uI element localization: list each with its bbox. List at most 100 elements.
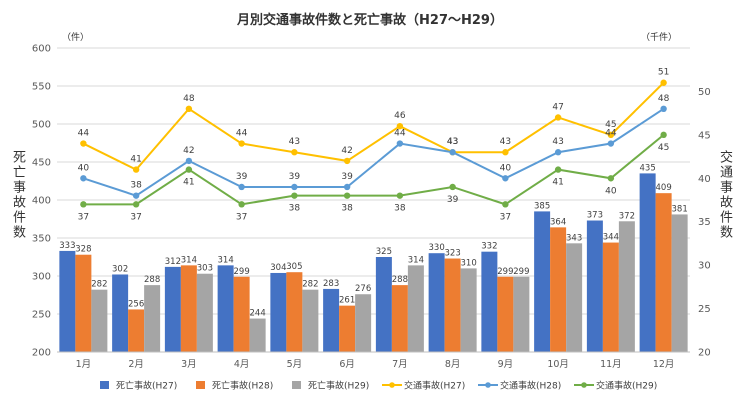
line-data-label: 51	[658, 68, 669, 78]
line-point	[607, 175, 615, 182]
bar	[602, 242, 619, 352]
bar	[233, 276, 250, 352]
line-data-label: 37	[236, 212, 247, 222]
line-point	[291, 192, 298, 199]
legend-layer: 死亡事故(H27) 死亡事故(H28) 死亡事故(H29) 交通事故(H27) 交通事故…	[100, 380, 657, 392]
bar-data-label: 314	[408, 255, 424, 265]
left-tick-label: 350	[32, 234, 51, 245]
lines-layer	[80, 79, 667, 208]
bar-data-label: 283	[323, 279, 339, 289]
bar-data-label: 310	[461, 258, 477, 268]
bar	[671, 214, 688, 352]
x-tick-label: 2月	[128, 359, 144, 370]
left-tick-label: 450	[32, 158, 51, 169]
right-tick-label: 40	[698, 174, 711, 185]
bar-data-label: 328	[75, 245, 91, 255]
right-tick-label: 20	[698, 348, 711, 359]
bar-data-label: 282	[302, 280, 318, 290]
x-tick-label: 10月	[547, 359, 569, 370]
line-data-label: 38	[289, 204, 301, 214]
left-tick-label: 400	[32, 196, 51, 207]
right-axis-title: 交通事故件数	[717, 150, 732, 240]
bar-data-label: 276	[355, 284, 371, 294]
line-data-label: 43	[447, 137, 458, 147]
bar	[112, 274, 129, 352]
x-tick-label: 5月	[287, 359, 303, 370]
line-data-label: 40	[605, 186, 617, 196]
line-data-label: 40	[78, 163, 90, 173]
legend-swatch-point	[581, 382, 587, 388]
line-point	[343, 192, 351, 199]
bar-data-label: 314	[181, 255, 197, 265]
bar	[323, 288, 340, 352]
bar	[91, 289, 108, 352]
right-tick-label: 25	[698, 304, 711, 315]
line-point	[502, 201, 509, 208]
line-data-label: 43	[552, 137, 563, 147]
bar	[144, 285, 161, 352]
bar-data-label: 343	[566, 233, 582, 243]
bar	[375, 257, 392, 352]
legend-label: 交通事故(H27)	[404, 380, 465, 392]
line-point	[396, 192, 404, 199]
line-point	[185, 157, 193, 165]
series-line	[82, 82, 665, 171]
line-data-label: 39	[341, 172, 353, 182]
bar-data-label: 435	[640, 163, 656, 173]
bar-data-label: 372	[619, 211, 635, 221]
line-data-label: 41	[552, 178, 563, 188]
bar	[513, 276, 530, 352]
line-point	[660, 79, 667, 86]
legend-label: 交通事故(H28)	[500, 380, 561, 392]
bar	[497, 276, 514, 352]
line-point	[449, 149, 456, 156]
line-point	[396, 140, 404, 147]
bar-data-label: 364	[550, 217, 566, 227]
line-data-label: 39	[289, 172, 301, 182]
bar-data-label: 299	[497, 267, 513, 277]
line-data-label: 37	[500, 212, 511, 222]
bar	[180, 265, 197, 352]
bar	[586, 220, 603, 352]
series-line	[83, 107, 665, 197]
bar-data-label: 330	[429, 243, 445, 253]
bar-data-label: 333	[59, 241, 75, 251]
bar	[391, 285, 408, 352]
legend-swatch	[100, 381, 109, 389]
x-tick-label: 4月	[234, 359, 250, 370]
line-data-label: 41	[130, 155, 141, 165]
line-point	[343, 157, 351, 165]
bar	[444, 258, 461, 352]
line-point	[238, 140, 245, 147]
bar	[655, 193, 672, 352]
bar-data-label: 385	[534, 201, 550, 211]
legend-swatch-point	[485, 382, 491, 388]
x-tick-label: 12月	[653, 359, 675, 370]
bar	[407, 265, 424, 352]
bar	[128, 309, 145, 352]
bar	[639, 173, 656, 352]
x-tick-label: 8月	[445, 359, 461, 370]
bar	[618, 221, 635, 352]
left-tick-label: 200	[32, 348, 51, 359]
line-data-label: 45	[658, 143, 669, 153]
right-tick-label: 50	[698, 87, 711, 98]
bar	[164, 266, 181, 352]
bars-layer	[59, 173, 688, 352]
bar-data-label: 288	[392, 275, 408, 285]
line-data-label: 44	[236, 129, 248, 139]
bar-data-label: 256	[128, 299, 144, 309]
bar	[566, 243, 583, 352]
bar-data-label: 302	[112, 264, 128, 274]
bar	[534, 211, 551, 352]
left-tick-label: 550	[32, 82, 51, 93]
bar-data-label: 288	[144, 275, 160, 285]
bar	[59, 250, 76, 352]
line-data-label: 46	[394, 111, 406, 121]
line-data-label: 39	[447, 195, 459, 205]
bar-data-label: 373	[587, 211, 603, 221]
bar-data-label: 409	[656, 183, 672, 193]
